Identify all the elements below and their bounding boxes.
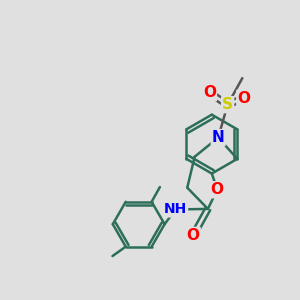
Text: O: O — [203, 85, 216, 100]
Text: O: O — [237, 91, 250, 106]
Text: NH: NH — [164, 202, 187, 217]
Text: N: N — [212, 130, 225, 145]
Text: O: O — [211, 182, 224, 197]
Text: S: S — [222, 97, 233, 112]
Text: O: O — [187, 228, 200, 243]
